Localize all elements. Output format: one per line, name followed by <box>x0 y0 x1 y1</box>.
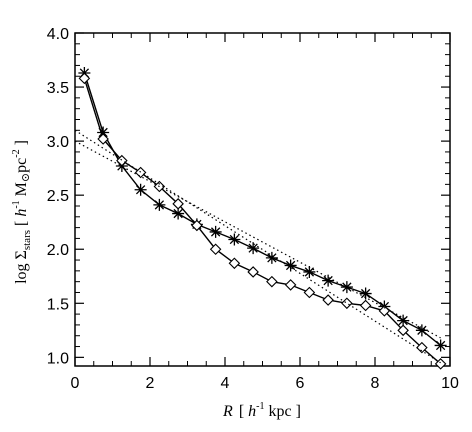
asterisk-marker <box>97 126 110 139</box>
data-series <box>74 67 447 370</box>
y-tick-label: 2.0 <box>47 242 69 259</box>
x-tick-label: 6 <box>296 375 305 392</box>
fit-line <box>74 129 441 364</box>
y-tick-label: 1.5 <box>47 296 69 313</box>
series-2 <box>78 72 447 370</box>
asterisk-marker <box>397 314 410 327</box>
asterisk-marker <box>265 251 278 264</box>
x-tick-label: 10 <box>441 375 459 392</box>
diamond-marker <box>341 297 353 310</box>
series-1 <box>78 67 447 352</box>
asterisk-marker <box>172 207 185 220</box>
x-tick-label: 0 <box>71 375 80 392</box>
y-tick-label: 3.5 <box>47 80 69 97</box>
diamond-marker <box>209 243 222 256</box>
diamond-marker <box>397 324 409 337</box>
diamond-marker <box>359 299 372 312</box>
diamond-marker <box>191 219 203 232</box>
asterisk-marker <box>359 287 372 300</box>
y-tick-label: 2.5 <box>47 188 69 205</box>
diamond-marker <box>97 133 109 145</box>
axis-ticks: 0 2 4 6 8 10 1.0 1.5 2.0 2.5 3.0 3.5 4.0 <box>47 26 459 392</box>
asterisk-marker <box>303 265 316 278</box>
asterisk-marker <box>284 259 297 272</box>
y-tick-label: 3.0 <box>47 134 69 151</box>
x-axis-label: R[ h-1 kpc ] <box>222 401 301 420</box>
x-tick-label: 2 <box>146 375 155 392</box>
plot-area <box>74 32 451 367</box>
diamond-marker <box>378 305 391 317</box>
series-line <box>83 78 442 365</box>
diamond-marker <box>228 257 241 270</box>
asterisk-marker <box>134 183 147 196</box>
asterisk-marker <box>247 242 260 255</box>
asterisk-marker <box>322 274 335 287</box>
asterisk-marker <box>228 233 241 246</box>
diamond-marker <box>172 198 184 210</box>
asterisk-marker <box>209 225 222 238</box>
diamond-marker <box>266 275 278 288</box>
series-3 <box>74 129 441 364</box>
series-4 <box>74 140 441 339</box>
diamond-marker <box>116 154 128 167</box>
x-tick-label: 8 <box>371 375 380 392</box>
y-axis-label: log Σstars[ h-1 M⊙pc-2 ] <box>11 140 33 284</box>
diamond-marker <box>434 358 447 370</box>
diamond-marker <box>134 166 147 179</box>
fit-line <box>74 140 441 339</box>
asterisk-marker <box>434 339 447 352</box>
diamond-marker <box>303 286 316 299</box>
asterisk-marker <box>340 281 353 294</box>
diamond-marker <box>247 266 259 278</box>
diamond-marker <box>322 294 334 306</box>
diamond-marker <box>78 72 91 85</box>
plot-frame <box>74 32 451 367</box>
y-tick-label: 4.0 <box>47 26 69 43</box>
y-tick-label: 1.0 <box>47 350 69 367</box>
diamond-marker <box>284 279 297 291</box>
diamond-marker <box>416 341 428 354</box>
x-tick-label: 4 <box>221 375 230 392</box>
asterisk-marker <box>415 324 428 337</box>
asterisk-marker <box>153 198 166 211</box>
